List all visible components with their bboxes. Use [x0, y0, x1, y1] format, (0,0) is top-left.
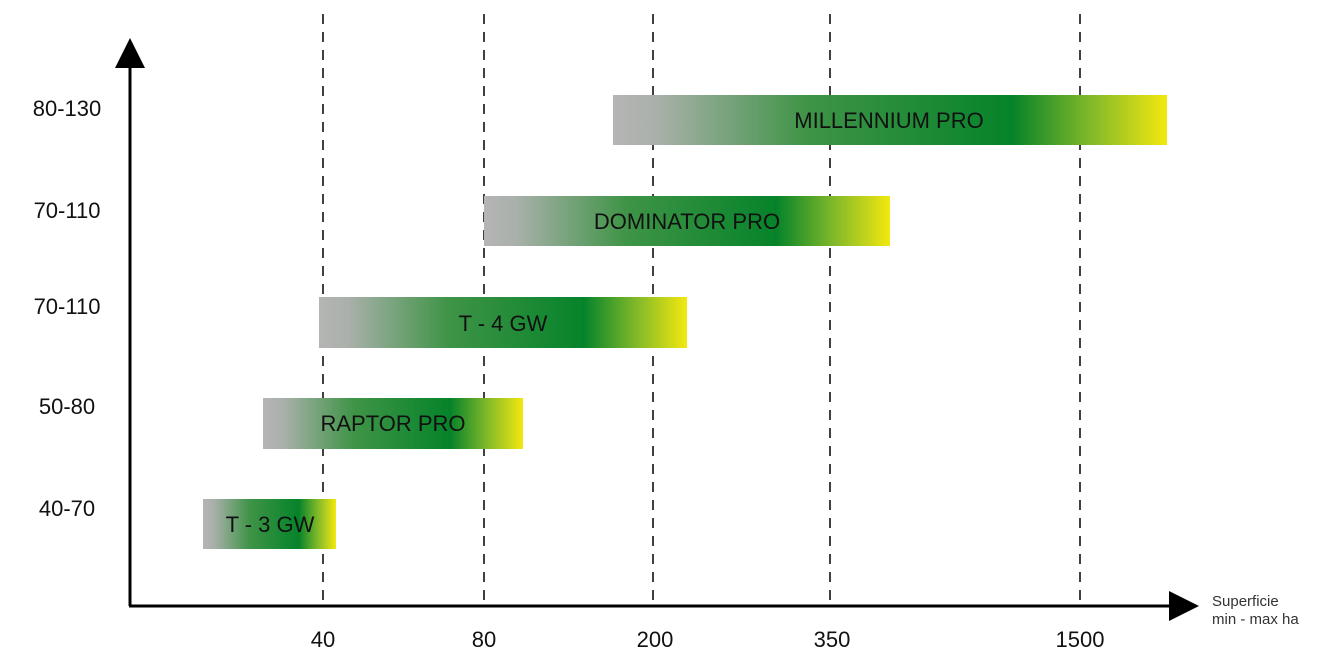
- x-tick-40: 40: [311, 627, 335, 652]
- bar-label-millennium-pro: MILLENNIUM PRO: [794, 108, 983, 133]
- bar-dominator-pro: [484, 196, 890, 246]
- x-tick-350: 350: [814, 627, 851, 652]
- bar-labels: MILLENNIUM PRO DOMINATOR PRO T - 4 GW RA…: [226, 108, 984, 537]
- axes: [115, 38, 1199, 621]
- bar-raptor-pro: [263, 398, 523, 449]
- x-axis-title-line-2: min - max ha: [1212, 611, 1299, 628]
- x-axis-title-line-1: Superficie: [1212, 593, 1279, 610]
- x-tick-80: 80: [472, 627, 496, 652]
- y-label-row-3: 70-110: [34, 294, 101, 319]
- y-label-row-5: 80-130: [33, 96, 102, 121]
- y-label-row-1: 40-70: [39, 496, 95, 521]
- bar-t4gw: [319, 297, 687, 348]
- bars: [203, 95, 1167, 549]
- bar-millennium-pro: [613, 95, 1167, 145]
- y-axis-labels: 80-130 70-110 70-110 50-80 40-70: [33, 96, 102, 521]
- y-label-row-2: 50-80: [39, 394, 95, 419]
- bar-label-dominator-pro: DOMINATOR PRO: [594, 209, 780, 234]
- bar-t3gw: [203, 499, 336, 549]
- y-label-row-4: 70-110: [34, 198, 101, 223]
- bar-label-t3gw: T - 3 GW: [226, 512, 315, 537]
- bar-label-raptor-pro: RAPTOR PRO: [320, 411, 465, 436]
- x-axis-ticks: 40 80 200 350 1500: [311, 627, 1105, 652]
- x-tick-200: 200: [637, 627, 674, 652]
- bar-label-t4gw: T - 4 GW: [459, 311, 548, 336]
- x-axis-title: Superficie min - max ha: [1212, 593, 1299, 628]
- x-tick-1500: 1500: [1056, 627, 1105, 652]
